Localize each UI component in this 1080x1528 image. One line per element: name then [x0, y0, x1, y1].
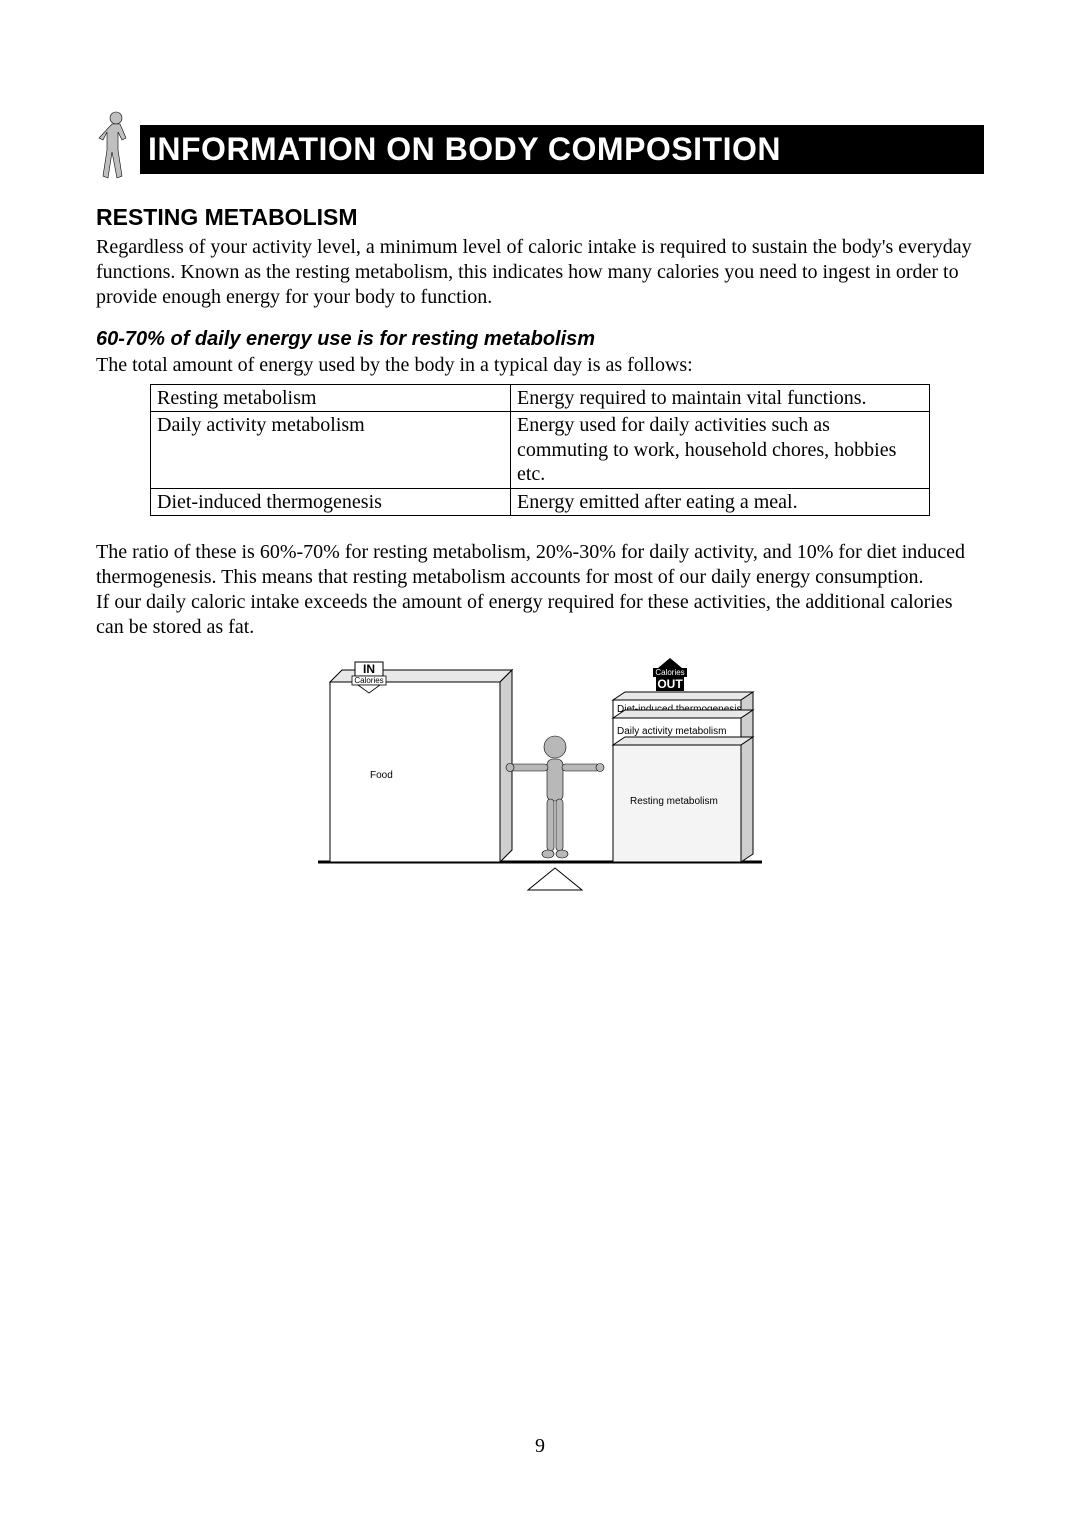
- fat-paragraph: If our daily caloric intake exceeds the …: [96, 590, 984, 640]
- page: INFORMATION ON BODY COMPOSITION RESTING …: [0, 0, 1080, 902]
- subheading: 60-70% of daily energy use is for restin…: [96, 328, 984, 351]
- out-label: OUT: [657, 677, 683, 691]
- section-title: RESTING METABOLISM: [96, 204, 984, 231]
- table-cell-desc: Energy used for daily activities such as…: [511, 412, 930, 488]
- ratio-paragraph: The ratio of these is 60%-70% for restin…: [96, 540, 984, 590]
- table-row: Diet-induced thermogenesis Energy emitte…: [151, 488, 930, 515]
- intro-paragraph: Regardless of your activity level, a min…: [96, 235, 984, 310]
- food-label: Food: [370, 770, 393, 781]
- table-cell-term: Resting metabolism: [151, 385, 511, 412]
- page-number: 9: [0, 1435, 1080, 1458]
- table-cell-desc: Energy emitted after eating a meal.: [511, 488, 930, 515]
- person-figure-icon: [506, 736, 604, 858]
- calories-in-label: Calories: [354, 676, 383, 685]
- banner-row: INFORMATION ON BODY COMPOSITION: [96, 108, 984, 190]
- metabolism-table: Resting metabolism Energy required to ma…: [150, 384, 930, 516]
- table-cell-term: Diet-induced thermogenesis: [151, 488, 511, 515]
- table-cell-term: Daily activity metabolism: [151, 412, 511, 488]
- calories-out-label: Calories: [655, 668, 684, 677]
- table-row: Daily activity metabolism Energy used fo…: [151, 412, 930, 488]
- banner-title: INFORMATION ON BODY COMPOSITION: [140, 125, 984, 174]
- person-icon: [96, 108, 140, 190]
- lead-paragraph: The total amount of energy used by the b…: [96, 353, 984, 378]
- table-row: Resting metabolism Energy required to ma…: [151, 385, 930, 412]
- in-label: IN: [363, 662, 375, 676]
- resting-bar-label: Resting metabolism: [630, 796, 718, 807]
- daily-bar-label: Daily activity metabolism: [617, 726, 726, 737]
- table-cell-desc: Energy required to maintain vital functi…: [511, 385, 930, 412]
- energy-diagram: IN Calories Food Calories OUT: [310, 652, 770, 902]
